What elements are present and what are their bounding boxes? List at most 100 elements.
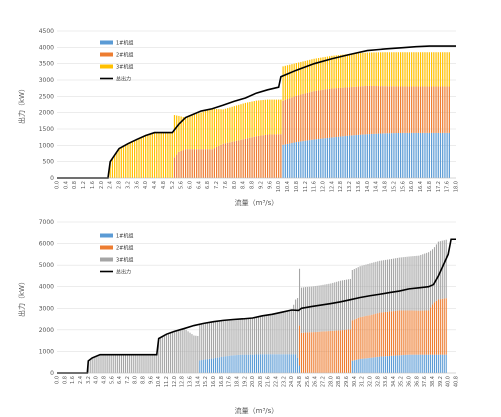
- bar-3-unit: [138, 138, 140, 178]
- bar-2-unit: [371, 314, 373, 358]
- bar-2-unit: [428, 86, 431, 133]
- bar-1-unit: [220, 356, 222, 373]
- bar-3-unit: [119, 354, 121, 373]
- bar-3-unit: [158, 338, 160, 373]
- y-tick-label: 1000: [39, 348, 54, 355]
- bar-1-unit: [388, 133, 391, 178]
- bar-3-unit: [343, 279, 346, 330]
- bar-2-unit: [388, 86, 391, 134]
- bar-3-unit: [385, 259, 387, 312]
- bar-3-unit: [212, 321, 215, 359]
- bar-1-unit: [420, 354, 422, 373]
- bar-3-unit: [247, 102, 249, 139]
- bar-1-unit: [392, 355, 394, 373]
- bar-3-unit: [353, 269, 355, 320]
- bar-1-unit: [433, 354, 436, 373]
- y-tick-label: 3500: [39, 61, 54, 68]
- bar-1-unit: [386, 133, 388, 178]
- bar-3-unit: [287, 310, 289, 355]
- bar-1-unit: [344, 136, 346, 178]
- bar-3-unit: [265, 315, 267, 355]
- bar-3-unit: [271, 99, 273, 135]
- bar-2-unit: [408, 86, 411, 133]
- bar-2-unit: [381, 312, 383, 357]
- x-tick-label: 12.8: [338, 181, 344, 192]
- x-tick-label: 24.8: [297, 376, 303, 387]
- bar-2-unit: [419, 86, 422, 133]
- bar-2-unit: [180, 150, 182, 178]
- x-tick-label: 12.8: [180, 376, 186, 387]
- bar-2-unit: [258, 135, 260, 178]
- bar-3-unit: [418, 255, 420, 311]
- bar-2-unit: [415, 86, 417, 133]
- x-tick-label: 17.6: [445, 181, 451, 192]
- bar-3-unit: [144, 354, 146, 373]
- bar-2-unit: [394, 310, 396, 356]
- bar-2-unit: [331, 88, 333, 138]
- x-tick-label: 28.0: [328, 376, 334, 387]
- bar-3-unit: [306, 60, 309, 93]
- x-tick-label: 8.0: [133, 376, 139, 384]
- bar-2-unit: [189, 149, 191, 178]
- bar-3-unit: [334, 282, 336, 331]
- bar-3-unit: [111, 158, 114, 178]
- bar-3-unit: [377, 261, 379, 314]
- bar-1-unit: [371, 357, 373, 373]
- bar-2-unit: [344, 87, 346, 137]
- bar-2-unit: [231, 141, 233, 178]
- bar-1-unit: [232, 355, 234, 373]
- bar-2-unit: [437, 86, 439, 133]
- bar-1-unit: [417, 132, 419, 178]
- bar-1-unit: [422, 132, 424, 178]
- bar-2-unit: [204, 149, 207, 178]
- x-tick-label: 9.6: [267, 181, 273, 189]
- bar-3-unit: [93, 357, 95, 373]
- x-tick-label: 23.2: [281, 376, 287, 387]
- bar-3-unit: [259, 316, 261, 355]
- bar-2-unit: [402, 86, 404, 133]
- bar-2-unit: [196, 149, 198, 178]
- x-tick-label: 22.4: [274, 376, 280, 387]
- bar-2-unit: [176, 154, 178, 178]
- bar-2-unit: [255, 136, 258, 178]
- bar-3-unit: [122, 354, 125, 373]
- bar-3-unit: [300, 61, 302, 95]
- bar-2-unit: [445, 298, 447, 355]
- bar-3-unit: [116, 151, 118, 178]
- bar-1-unit: [287, 354, 289, 373]
- legend-swatch: [100, 52, 113, 57]
- bar-1-unit: [406, 354, 408, 373]
- bar-1-unit: [205, 359, 207, 373]
- x-tick-label: 8.4: [241, 181, 247, 189]
- bar-3-unit: [251, 101, 253, 138]
- bar-2-unit: [410, 310, 412, 355]
- bar-1-unit: [199, 360, 201, 373]
- bar-3-unit: [278, 99, 280, 135]
- bar-3-unit: [91, 357, 93, 373]
- bar-2-unit: [363, 316, 365, 359]
- bar-1-unit: [377, 133, 380, 178]
- bar-3-unit: [367, 263, 369, 316]
- bar-2-unit: [357, 86, 360, 135]
- bar-1-unit: [311, 139, 313, 178]
- bar-1-unit: [346, 135, 348, 178]
- bar-2-unit: [393, 86, 395, 134]
- bar-3-unit: [233, 106, 235, 142]
- bar-2-unit: [391, 86, 393, 134]
- bar-3-unit: [435, 244, 437, 301]
- bar-1-unit: [408, 354, 410, 373]
- bar-3-unit: [228, 319, 230, 356]
- bar-1-unit: [368, 134, 371, 178]
- bar-3-unit: [117, 354, 119, 373]
- bar-2-unit: [220, 144, 222, 178]
- bar-2-unit: [322, 331, 324, 373]
- bar-2-unit: [433, 302, 436, 355]
- bar-3-unit: [357, 53, 360, 87]
- bar-2-unit: [347, 329, 349, 373]
- x-tick-label: 27.2: [321, 376, 327, 387]
- legend-label: 2#机组: [116, 52, 133, 59]
- bar-3-unit: [146, 354, 148, 373]
- bar-2-unit: [439, 86, 442, 133]
- legend-swatch: [100, 257, 113, 262]
- x-tick-label: 28.8: [336, 376, 342, 387]
